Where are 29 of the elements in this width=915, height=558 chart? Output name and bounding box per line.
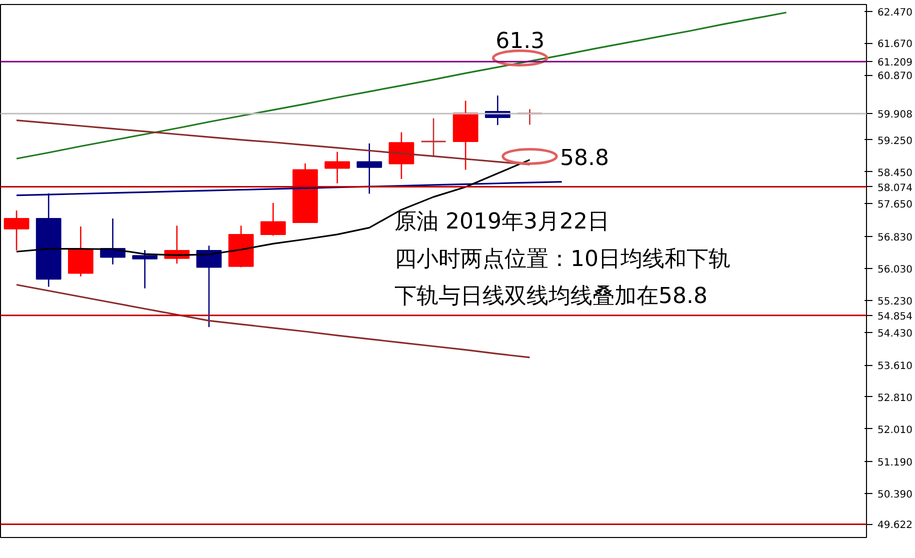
y-tick-label: 53.610 xyxy=(878,361,912,372)
y-tick-label: 52.810 xyxy=(878,392,912,404)
y-tick-label: 56.830 xyxy=(878,232,912,244)
ref-line-label: 54.854 xyxy=(878,311,912,322)
annotation: 58.8 xyxy=(560,146,610,171)
y-tick-label: 59.250 xyxy=(878,136,912,147)
annotation: 61.3 xyxy=(496,29,545,54)
ref-line-label: 59.908 xyxy=(878,110,912,121)
y-tick-label: 61.670 xyxy=(878,39,912,50)
y-tick-label: 55.230 xyxy=(878,296,912,308)
candlestick xyxy=(420,118,446,157)
annotation: 下轨与日线双线均线叠加在58.8 xyxy=(394,284,708,310)
y-tick-label: 50.390 xyxy=(878,490,912,501)
annotation: 四小时两点位置：10日均线和下轨 xyxy=(394,246,731,272)
y-tick-label: 60.870 xyxy=(878,71,912,82)
y-tick-label: 51.190 xyxy=(878,458,912,469)
ref-line-label: 61.209 xyxy=(878,58,912,69)
candlestick xyxy=(132,249,158,290)
candlestick xyxy=(516,108,543,126)
annotation: 原油 2019年3月22日 xyxy=(394,209,610,234)
line-series xyxy=(16,119,531,166)
y-tick-label: 54.430 xyxy=(878,328,912,340)
y-tick-label: 52.010 xyxy=(878,424,912,436)
y-tick-label: 62.470 xyxy=(878,7,912,18)
y-tick-label: 58.450 xyxy=(878,168,912,179)
y-tick-label: 56.030 xyxy=(878,264,912,276)
ref-line-label: 49.622 xyxy=(878,520,912,532)
ref-line-label: 58.074 xyxy=(878,182,912,194)
y-tick-label: 57.650 xyxy=(878,200,912,211)
